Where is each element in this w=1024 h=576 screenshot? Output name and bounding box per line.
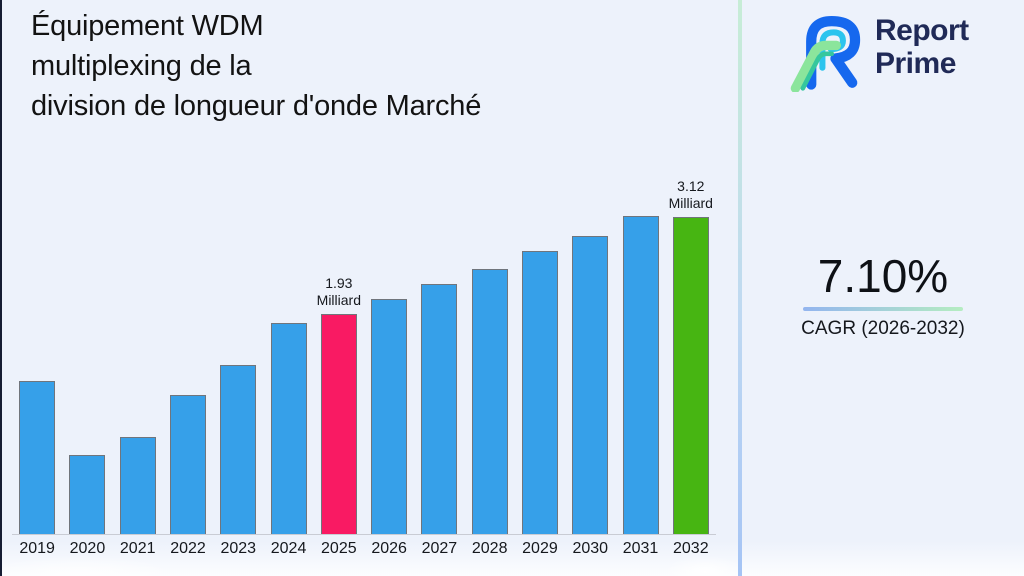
x-tick-label-2028: 2028 <box>471 540 508 557</box>
x-tick-label-2021: 2021 <box>119 540 156 557</box>
x-tick-label-2027: 2027 <box>421 540 458 557</box>
bar-2021 <box>119 437 156 534</box>
bar-slot-2019 <box>12 178 62 534</box>
bar-2028 <box>471 269 508 534</box>
bar-chart: 1.93 Milliard 3.12 Milliard <box>12 178 716 535</box>
brand-name: Report Prime <box>875 14 969 80</box>
bar-slot-2027 <box>414 178 464 534</box>
bar-value-label-2032: 3.12 Milliard <box>668 178 713 211</box>
bar-slot-2029 <box>515 178 565 534</box>
cagr-value: 7.10% <box>817 250 949 302</box>
bar-2030 <box>572 236 609 534</box>
bar-slot-2025: 1.93 Milliard <box>314 178 364 534</box>
brand: Report Prime <box>787 10 969 92</box>
x-tick-label-2024: 2024 <box>270 540 307 557</box>
brand-name-line-1: Report <box>875 14 969 47</box>
bar-slot-2030 <box>565 178 615 534</box>
bar-slot-2026 <box>364 178 414 534</box>
x-tick-label-2032: 2032 <box>673 540 709 557</box>
x-tick-label-2023: 2023 <box>220 540 257 557</box>
bar-2022 <box>169 394 206 534</box>
brand-name-line-2: Prime <box>875 47 956 80</box>
x-tick-label-2022: 2022 <box>170 540 206 557</box>
title-line-1: Équipement WDM <box>31 10 264 42</box>
x-axis-labels: 2019 2020 2021 2022 2023 2024 2025 2026 2027 2028… <box>12 540 716 558</box>
x-tick-label-2025: 2025 <box>321 540 357 557</box>
x-tick-label-2020: 2020 <box>69 540 106 557</box>
x-tick-label-2019: 2019 <box>19 540 55 557</box>
title-line-3: division de longueur d'onde Marché <box>31 90 482 122</box>
bar-value-label-2025: 1.93 Milliard <box>316 274 361 308</box>
cagr-underline <box>803 307 963 311</box>
report-prime-logo-icon <box>790 16 861 92</box>
cagr-panel: 7.10% CAGR (2026-2032) <box>742 250 1024 340</box>
bar-2023 <box>220 365 257 534</box>
bar-2025 <box>320 313 357 534</box>
x-tick-label-2030: 2030 <box>572 540 609 557</box>
x-tick-label-2029: 2029 <box>522 540 558 557</box>
bar-2032 <box>672 217 709 534</box>
bar-2026 <box>371 298 408 534</box>
bar-slot-2021 <box>113 178 163 534</box>
bar-2020 <box>69 455 106 534</box>
bar-slot-2023 <box>213 178 263 534</box>
bar-slot-2031 <box>615 178 665 534</box>
bar-2027 <box>421 284 458 534</box>
page-title: Équipement WDM multiplexing de la divisi… <box>31 6 481 126</box>
title-line-2: multiplexing de la <box>31 50 252 82</box>
x-tick-label-2031: 2031 <box>622 540 659 557</box>
bar-2029 <box>521 251 558 534</box>
x-tick-label-2026: 2026 <box>371 540 407 557</box>
bar-2024 <box>270 322 307 534</box>
panel-divider <box>738 0 742 576</box>
left-edge-border <box>0 0 2 576</box>
bar-slot-2020 <box>62 178 112 534</box>
bar-slot-2028 <box>465 178 515 534</box>
bar-slot-2032: 3.12 Milliard <box>666 178 716 534</box>
bar-2031 <box>622 215 659 534</box>
bar-slot-2024 <box>263 178 313 534</box>
bar-slot-2022 <box>163 178 213 534</box>
cagr-label: CAGR (2026-2032) <box>801 318 965 339</box>
bar-2019 <box>19 381 56 534</box>
